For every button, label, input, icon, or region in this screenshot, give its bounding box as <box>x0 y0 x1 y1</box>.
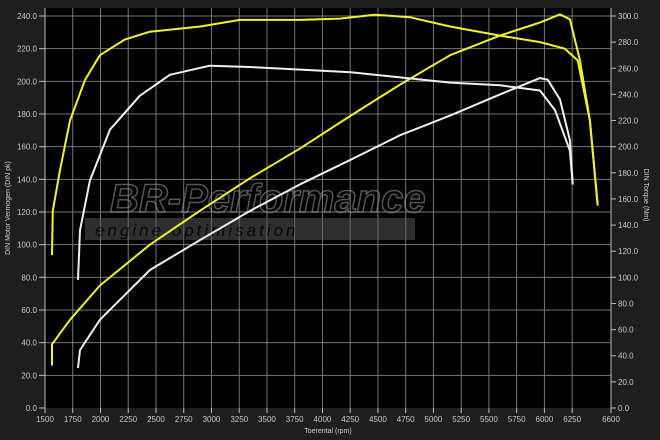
y-tick-label-left: 100.0 <box>17 241 38 250</box>
y-tick-label-left: 20.0 <box>21 371 37 380</box>
x-tick-label: 4500 <box>369 415 387 424</box>
y-tick-label-right: 0.0 <box>618 404 630 413</box>
x-tick-label: 1500 <box>36 415 54 424</box>
y-tick-label-right: 60.0 <box>618 326 634 335</box>
x-tick-label: 1750 <box>64 415 82 424</box>
y-tick-label-left: 80.0 <box>21 273 37 282</box>
y-tick-label-left: 160.0 <box>17 143 38 152</box>
y-tick-label-left: 120.0 <box>17 208 38 217</box>
y-tick-label-right: 260.0 <box>618 64 639 73</box>
x-tick-label: 4250 <box>341 415 359 424</box>
x-tick-label: 3500 <box>258 415 276 424</box>
y-tick-label-left: 140.0 <box>17 175 38 184</box>
x-tick-label: 5000 <box>425 415 443 424</box>
y-tick-label-left: 180.0 <box>17 110 38 119</box>
y-tick-label-left: 0.0 <box>26 404 38 413</box>
y-tick-label-right: 120.0 <box>618 247 639 256</box>
series-line-white-power <box>77 77 574 369</box>
x-tick-label: 3250 <box>230 415 248 424</box>
x-tick-label: 3000 <box>203 415 221 424</box>
y-tick-label-right: 160.0 <box>618 195 639 204</box>
y-tick-label-right: 40.0 <box>618 352 634 361</box>
series-line-yellow-power <box>51 13 599 366</box>
y-axis-label-right: DIN Torque (Nm) <box>642 169 649 222</box>
y-tick-label-left: 220.0 <box>17 45 38 54</box>
y-tick-label-right: 180.0 <box>618 169 639 178</box>
y-tick-label-left: 60.0 <box>21 306 37 315</box>
x-tick-label: 2750 <box>175 415 193 424</box>
x-tick-label: 4750 <box>397 415 415 424</box>
y-tick-label-right: 300.0 <box>618 12 639 21</box>
x-tick-label: 5500 <box>480 415 498 424</box>
watermark-text: BR-Performance <box>110 177 426 221</box>
y-axis-label-left: DIN Motor Vermogen (DIN pk) <box>5 161 12 255</box>
x-tick-label: 6600 <box>602 415 620 424</box>
x-tick-label: 2000 <box>92 415 110 424</box>
watermark-band <box>85 218 415 240</box>
watermark: BR-Performance engine optimisation <box>85 176 426 240</box>
x-axis-label: Toerental (rpm) <box>304 428 351 435</box>
y-tick-label-right: 200.0 <box>618 143 639 152</box>
y-tick-label-right: 220.0 <box>618 117 639 126</box>
x-tick-label: 6000 <box>536 415 554 424</box>
watermark-subtext: engine optimisation <box>95 221 298 240</box>
x-tick-label: 3750 <box>286 415 304 424</box>
x-tick-label: 6250 <box>563 415 581 424</box>
x-tick-label: 4000 <box>314 415 332 424</box>
series-line-yellow-torque <box>51 13 599 256</box>
y-tick-label-left: 200.0 <box>17 77 38 86</box>
y-tick-label-left: 40.0 <box>21 339 37 348</box>
x-tick-label: 2250 <box>119 415 137 424</box>
y-tick-label-right: 280.0 <box>618 38 639 47</box>
series-line-white-torque <box>77 64 574 280</box>
y-tick-label-right: 240.0 <box>618 90 639 99</box>
y-tick-label-right: 140.0 <box>618 221 639 230</box>
y-tick-label-right: 80.0 <box>618 299 634 308</box>
x-tick-label: 2500 <box>147 415 165 424</box>
y-tick-label-left: 240.0 <box>17 12 38 21</box>
y-tick-label-right: 100.0 <box>618 273 639 282</box>
y-tick-label-right: 20.0 <box>618 378 634 387</box>
x-tick-label: 5750 <box>508 415 526 424</box>
x-tick-label: 5250 <box>452 415 470 424</box>
